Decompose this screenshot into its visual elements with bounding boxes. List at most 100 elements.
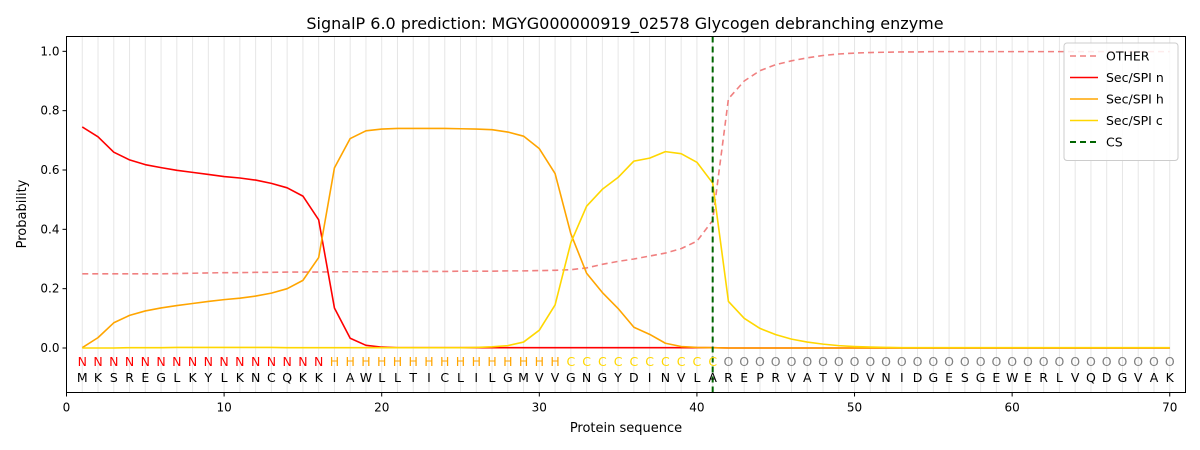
series-line-sec-spi-n: [81, 126, 1170, 349]
residue-letter: R: [125, 370, 134, 385]
sequence-letters: NMNKNSNRNENGNLNKNYNLNKNNNCNQNKNKHIHAHWHL…: [77, 354, 1175, 385]
residue-letter: G: [156, 370, 166, 385]
x-tick-label: 0: [63, 401, 71, 415]
region-label: H: [330, 354, 339, 369]
region-label: O: [913, 354, 923, 369]
residue-letter: L: [221, 370, 228, 385]
residue-letter: R: [724, 370, 733, 385]
x-tick-label: 30: [532, 401, 547, 415]
residue-letter: N: [661, 370, 670, 385]
region-label: N: [188, 354, 197, 369]
region-label: O: [771, 354, 781, 369]
region-label: O: [802, 354, 812, 369]
residue-letter: A: [1150, 370, 1159, 385]
region-label: C: [598, 354, 607, 369]
residue-letter: M: [77, 370, 88, 385]
region-label: N: [282, 354, 291, 369]
residue-letter: L: [457, 370, 464, 385]
region-label: O: [787, 354, 797, 369]
region-label: O: [724, 354, 734, 369]
region-label: O: [960, 354, 970, 369]
residue-letter: V: [834, 370, 843, 385]
y-tick-label: 0.2: [40, 282, 59, 296]
residue-letter: K: [315, 370, 324, 385]
x-tick-label: 70: [1162, 401, 1177, 415]
residue-letter: V: [677, 370, 686, 385]
region-label: O: [928, 354, 938, 369]
residue-letter: E: [1024, 370, 1032, 385]
region-label: C: [661, 354, 670, 369]
legend-entry: Sec/SPI c: [1106, 113, 1163, 128]
region-label: O: [739, 354, 749, 369]
chart-title: SignalP 6.0 prediction: MGYG000000919_02…: [306, 14, 943, 34]
residue-letter: I: [333, 370, 337, 385]
residue-letter: W: [1006, 370, 1018, 385]
residue-letter: G: [976, 370, 986, 385]
residue-letter: D: [913, 370, 923, 385]
x-tick-label: 60: [1004, 401, 1019, 415]
residue-letter: V: [535, 370, 544, 385]
region-label: O: [944, 354, 954, 369]
region-label: N: [141, 354, 150, 369]
residue-letter: L: [173, 370, 180, 385]
y-tick-label: 0.0: [40, 341, 59, 355]
residue-letter: M: [518, 370, 529, 385]
residue-letter: T: [818, 370, 827, 385]
x-tick-label: 20: [374, 401, 389, 415]
residue-letter: G: [1118, 370, 1128, 385]
residue-letter: I: [900, 370, 904, 385]
residue-letter: G: [503, 370, 513, 385]
x-axis-label: Protein sequence: [570, 421, 682, 436]
region-label: O: [991, 354, 1001, 369]
residue-letter: D: [629, 370, 639, 385]
residue-letter: G: [598, 370, 608, 385]
legend-entry: CS: [1106, 135, 1123, 150]
residue-letter: K: [94, 370, 103, 385]
y-tick-label: 0.6: [40, 163, 59, 177]
region-label: H: [361, 354, 370, 369]
residue-letter: G: [928, 370, 938, 385]
residue-letter: N: [251, 370, 260, 385]
region-label: O: [1039, 354, 1049, 369]
residue-letter: Y: [204, 370, 213, 385]
legend-entry: Sec/SPI h: [1106, 92, 1164, 107]
region-label: C: [614, 354, 623, 369]
region-label: H: [503, 354, 512, 369]
region-label: O: [850, 354, 860, 369]
region-label: O: [834, 354, 844, 369]
region-label: H: [456, 354, 465, 369]
x-tick-label: 10: [216, 401, 231, 415]
region-label: C: [645, 354, 654, 369]
residue-letter: V: [866, 370, 875, 385]
residue-letter: D: [1102, 370, 1112, 385]
region-label: O: [1133, 354, 1143, 369]
region-label: N: [235, 354, 244, 369]
region-label: H: [440, 354, 449, 369]
residue-letter: A: [346, 370, 355, 385]
residue-letter: W: [360, 370, 372, 385]
residue-letter: V: [1134, 370, 1143, 385]
region-label: C: [708, 354, 717, 369]
residue-letter: N: [881, 370, 890, 385]
residue-letter: I: [427, 370, 431, 385]
series-line-sec-spi-h: [81, 127, 1170, 349]
residue-letter: Y: [613, 370, 622, 385]
region-label: H: [377, 354, 386, 369]
region-label: C: [693, 354, 702, 369]
legend: OTHER Sec/SPI n Sec/SPI h Sec/SPI c CS: [1063, 42, 1179, 161]
region-label: O: [818, 354, 828, 369]
region-label: C: [677, 354, 686, 369]
residue-letter: P: [756, 370, 764, 385]
region-label: O: [1086, 354, 1096, 369]
legend-entry: Sec/SPI n: [1106, 70, 1164, 85]
region-label: O: [1149, 354, 1159, 369]
region-label: O: [976, 354, 986, 369]
region-label: C: [630, 354, 639, 369]
residue-letter: D: [850, 370, 860, 385]
region-label: H: [519, 354, 528, 369]
region-label: O: [881, 354, 891, 369]
region-label: O: [1118, 354, 1128, 369]
region-label: N: [251, 354, 260, 369]
region-label: O: [897, 354, 907, 369]
